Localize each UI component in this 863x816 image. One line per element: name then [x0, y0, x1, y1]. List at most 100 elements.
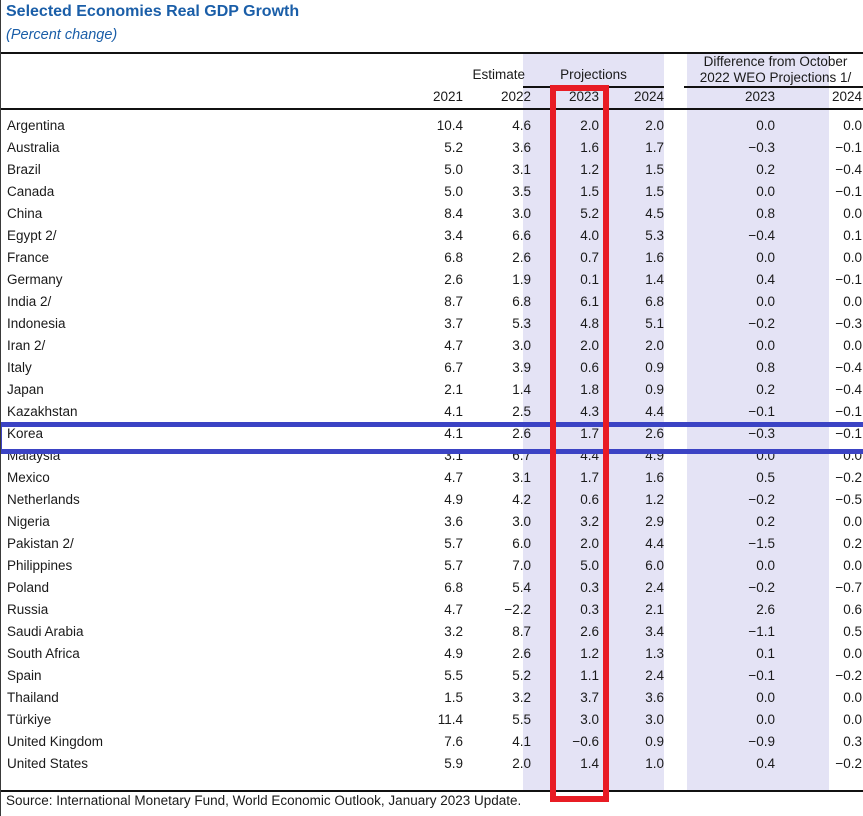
value-cell-2024-difference: −0.4 — [835, 162, 862, 177]
value-cell-2024-difference: −0.2 — [835, 470, 862, 485]
value-cell-2024-difference: −0.1 — [835, 272, 862, 287]
value-cell-2023-projection: 3.7 — [580, 690, 599, 705]
year-column-header: 2023 — [568, 89, 599, 104]
value-cell-2022-estimate: 3.0 — [512, 206, 531, 221]
value-cell-2023-projection: 0.7 — [580, 250, 599, 265]
value-cell-2021: 5.7 — [444, 558, 463, 573]
value-cell-2023-difference: −0.1 — [748, 668, 775, 683]
table-row: Japan 2.1 1.4 1.8 0.9 0.2 −0.4 — [1, 379, 862, 401]
value-cell-2023-difference: 0.0 — [756, 558, 775, 573]
value-cell-2024-projection: 0.9 — [645, 734, 664, 749]
value-cell-2022-estimate: 6.8 — [512, 294, 531, 309]
value-cell-2022-estimate: 1.4 — [512, 382, 531, 397]
value-cell-2023-difference: 0.2 — [756, 514, 775, 529]
table-row: Canada 5.0 3.5 1.5 1.5 0.0 −0.1 — [1, 181, 862, 203]
page-title: Selected Economies Real GDP Growth — [6, 3, 300, 20]
value-cell-2022-estimate: 4.6 — [512, 118, 531, 133]
value-cell-2021: 3.6 — [444, 514, 463, 529]
value-cell-2024-projection: 1.5 — [645, 184, 664, 199]
value-cell-2024-difference: −0.3 — [835, 316, 862, 331]
value-cell-2023-projection: 0.6 — [580, 492, 599, 507]
value-cell-2021: 3.4 — [444, 228, 463, 243]
value-cell-2023-projection: −0.6 — [572, 734, 599, 749]
value-cell-2023-difference: 0.2 — [756, 162, 775, 177]
value-cell-2022-estimate: −2.2 — [504, 602, 531, 617]
header-bottom-rule — [1, 108, 863, 110]
value-cell-2023-difference: 0.8 — [756, 206, 775, 221]
value-cell-2023-projection: 3.0 — [580, 712, 599, 727]
value-cell-2024-difference: −0.4 — [835, 360, 862, 375]
value-cell-2021: 4.9 — [444, 492, 463, 507]
value-cell-2024-projection: 0.9 — [645, 382, 664, 397]
value-cell-2022-estimate: 5.5 — [512, 712, 531, 727]
value-cell-2023-projection: 1.8 — [580, 382, 599, 397]
value-cell-2023-projection: 1.4 — [580, 756, 599, 771]
difference-column-band — [687, 53, 829, 790]
table-row: Mexico 4.7 3.1 1.7 1.6 0.5 −0.2 — [1, 467, 862, 489]
country-cell: Korea — [7, 426, 44, 441]
value-cell-2024-difference: 0.0 — [843, 712, 862, 727]
table-row: Pakistan 2/ 5.7 6.0 2.0 4.4 −1.5 0.2 — [1, 533, 862, 555]
country-cell: Spain — [7, 668, 42, 683]
value-cell-2024-projection: 1.7 — [645, 140, 664, 155]
value-cell-2023-difference: 0.0 — [756, 690, 775, 705]
value-cell-2023-difference: −0.1 — [748, 404, 775, 419]
country-cell: Argentina — [7, 118, 65, 133]
value-cell-2021: 10.4 — [436, 118, 463, 133]
value-cell-2021: 6.7 — [444, 360, 463, 375]
value-cell-2024-projection: 1.5 — [645, 162, 664, 177]
value-cell-2022-estimate: 2.6 — [512, 646, 531, 661]
value-cell-2024-difference: 0.2 — [843, 536, 862, 551]
difference-column-label: Difference from October 2022 WEO Project… — [687, 54, 863, 86]
value-cell-2023-difference: 0.8 — [756, 360, 775, 375]
difference-label-line1: Difference from October — [703, 54, 848, 69]
year-column-header: 2021 — [432, 89, 463, 104]
value-cell-2024-difference: 0.0 — [843, 338, 862, 353]
table-row: Australia 5.2 3.6 1.6 1.7 −0.3 −0.1 — [1, 137, 862, 159]
value-cell-2023-difference: 2.6 — [756, 602, 775, 617]
country-cell: Iran 2/ — [7, 338, 46, 353]
value-cell-2023-projection: 1.2 — [580, 162, 599, 177]
table-row: Thailand 1.5 3.2 3.7 3.6 0.0 0.0 — [1, 687, 862, 709]
value-cell-2021: 2.6 — [444, 272, 463, 287]
value-cell-2023-projection: 2.0 — [580, 118, 599, 133]
value-cell-2023-difference: −0.2 — [748, 316, 775, 331]
table-row: Korea 4.1 2.6 1.7 2.6 −0.3 −0.1 — [1, 423, 862, 445]
value-cell-2022-estimate: 6.6 — [512, 228, 531, 243]
value-cell-2024-difference: 0.3 — [843, 734, 862, 749]
value-cell-2023-difference: 0.0 — [756, 184, 775, 199]
value-cell-2021: 4.7 — [444, 338, 463, 353]
value-cell-2022-estimate: 2.6 — [512, 250, 531, 265]
value-cell-2024-difference: 0.0 — [843, 558, 862, 573]
year-column-header: 2022 — [500, 89, 531, 104]
country-cell: Brazil — [7, 162, 41, 177]
value-cell-2022-estimate: 8.7 — [512, 624, 531, 639]
value-cell-2022-estimate: 3.5 — [512, 184, 531, 199]
value-cell-2024-projection: 4.5 — [645, 206, 664, 221]
page-subtitle: (Percent change) — [6, 27, 118, 43]
country-cell: Poland — [7, 580, 50, 595]
table-row: Spain 5.5 5.2 1.1 2.4 −0.1 −0.2 — [1, 665, 862, 687]
value-cell-2023-projection: 5.2 — [580, 206, 599, 221]
country-cell: Canada — [7, 184, 55, 199]
value-cell-2024-projection: 2.1 — [645, 602, 664, 617]
value-cell-2024-difference: 0.1 — [843, 228, 862, 243]
value-cell-2023-projection: 3.2 — [580, 514, 599, 529]
value-cell-2024-projection: 2.9 — [645, 514, 664, 529]
value-cell-2022-estimate: 3.9 — [512, 360, 531, 375]
value-cell-2024-difference: 0.0 — [843, 514, 862, 529]
value-cell-2021: 4.1 — [444, 404, 463, 419]
value-cell-2024-projection: 4.4 — [645, 404, 664, 419]
table-row: United Kingdom 7.6 4.1 −0.6 0.9 −0.9 0.3 — [1, 731, 862, 753]
value-cell-2023-difference: 0.0 — [756, 338, 775, 353]
value-cell-2024-projection: 2.0 — [645, 338, 664, 353]
value-cell-2024-difference: −0.2 — [835, 668, 862, 683]
country-cell: United Kingdom — [7, 734, 104, 749]
blue-highlight-box-korea-row — [1, 422, 863, 454]
table-row: Germany 2.6 1.9 0.1 1.4 0.4 −0.1 — [1, 269, 862, 291]
value-cell-2024-projection: 2.6 — [645, 426, 664, 441]
value-cell-2024-difference: 0.0 — [843, 646, 862, 661]
value-cell-2024-difference: 0.0 — [843, 294, 862, 309]
country-cell: Netherlands — [7, 492, 80, 507]
red-highlight-box-2023-projections — [550, 85, 609, 802]
